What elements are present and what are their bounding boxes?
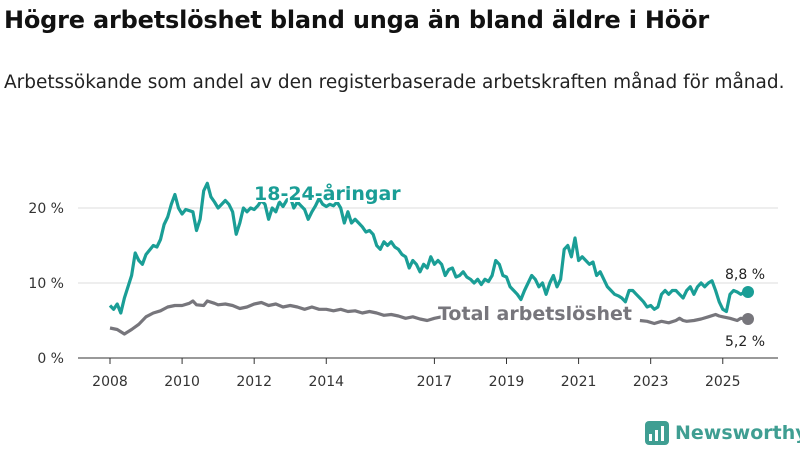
x-tick-label: 2010 [164, 374, 200, 390]
youth-end-point [742, 286, 754, 298]
x-tick-label: 2019 [489, 374, 525, 390]
total-series-line-end [639, 312, 749, 326]
youth-series-label: 18-24-åringar [254, 181, 401, 205]
brand-name: Newsworthy [675, 422, 800, 444]
total-series-label: Total arbetslöshet [438, 303, 632, 325]
brand-logo: Newsworthy [645, 420, 800, 446]
total-end-value: 5,2 % [725, 334, 765, 350]
chart-title: Högre arbetslöshet bland unga än bland ä… [4, 6, 709, 34]
x-tick-label: 2021 [561, 374, 597, 390]
y-tick-label: 0 % [37, 351, 64, 367]
x-tick-label: 2014 [308, 374, 344, 390]
y-tick-label: 20 % [28, 201, 64, 217]
youth-series-line [108, 181, 748, 315]
bar-chart-icon [645, 421, 669, 445]
youth-end-value: 8,8 % [725, 267, 765, 283]
x-tick-label: 2012 [236, 374, 272, 390]
x-tick-label: 2017 [417, 374, 453, 390]
total-series-line [109, 299, 449, 336]
chart-subtitle: Arbetssökande som andel av den registerb… [4, 72, 785, 93]
total-end-point [742, 313, 754, 325]
x-tick-label: 2023 [633, 374, 669, 390]
y-tick-label: 10 % [28, 276, 64, 292]
x-tick-label: 2008 [92, 374, 128, 390]
x-tick-label: 2025 [705, 374, 741, 390]
